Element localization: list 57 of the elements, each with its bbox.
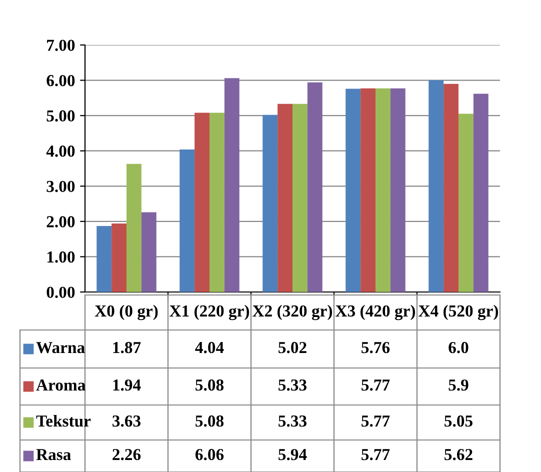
bar	[194, 112, 210, 292]
legend-label: Tekstur	[36, 414, 91, 427]
data-label: 6.06	[195, 448, 224, 460]
data-label: 6.0	[448, 342, 468, 354]
data-label: 5.94	[278, 448, 307, 460]
data-label: 5.08	[196, 415, 224, 427]
bar	[376, 88, 390, 292]
data-label: 5.05	[444, 415, 472, 427]
legend-label: Rasa	[36, 449, 71, 460]
bar	[278, 104, 292, 292]
data-label: 1.94	[113, 379, 141, 391]
bar	[428, 80, 444, 292]
y-tick-label: 1.00	[47, 251, 75, 263]
x-tick-label: X3 (420 gr)	[336, 304, 416, 320]
bar	[292, 104, 308, 292]
bar	[141, 212, 156, 292]
data-label: 2.26	[112, 448, 141, 460]
data-label: 3.63	[112, 415, 141, 427]
bar	[224, 78, 240, 292]
bar	[346, 88, 361, 292]
y-tick-label: 2.00	[46, 216, 75, 228]
x-tick-label: X2 (320 gr)	[252, 304, 332, 320]
data-label: 5.33	[278, 379, 307, 391]
legend-label: Warna	[36, 342, 85, 354]
bar	[360, 88, 376, 292]
bar	[210, 112, 224, 292]
data-label: 5.33	[278, 415, 307, 427]
data-label: 5.77	[362, 380, 390, 391]
data-label: 5.76	[362, 342, 390, 354]
x-tick-label: X0 (0 gr)	[94, 304, 158, 320]
bar	[458, 114, 474, 292]
data-label: 5.62	[444, 448, 472, 460]
y-tick-label: 3.00	[46, 180, 75, 192]
bar	[473, 94, 488, 292]
bar	[112, 224, 126, 292]
x-tick-label: X4 (520 gr)	[418, 304, 498, 320]
bar	[126, 164, 142, 292]
y-tick-label: 5.00	[46, 110, 75, 122]
data-label: 5.9	[448, 379, 468, 391]
x-tick-label: X1 (220 gr)	[170, 304, 250, 320]
data-label: 5.77	[362, 416, 390, 427]
legend-label: Aroma	[36, 380, 86, 391]
data-label: 1.87	[113, 342, 141, 354]
bar	[180, 149, 195, 292]
data-label: 5.08	[196, 379, 224, 391]
data-label: 5.77	[362, 449, 390, 460]
data-label: 5.02	[278, 342, 306, 354]
y-tick-label: 7.00	[47, 40, 75, 52]
bar	[96, 226, 112, 292]
data-label: 4.04	[195, 342, 224, 354]
bar	[390, 88, 406, 292]
y-tick-label: 0.00	[46, 286, 75, 298]
y-tick-label: 4.00	[46, 146, 75, 157]
bar	[307, 82, 322, 292]
bar	[262, 114, 278, 292]
bar	[444, 84, 458, 292]
y-tick-label: 6.00	[46, 74, 75, 86]
